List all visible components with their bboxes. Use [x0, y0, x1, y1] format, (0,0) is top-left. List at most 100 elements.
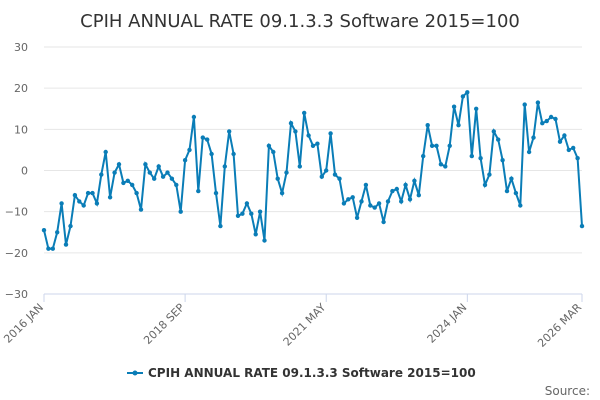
data-point[interactable]	[562, 133, 567, 138]
data-point[interactable]	[209, 151, 214, 157]
data-point[interactable]	[218, 223, 223, 229]
data-point[interactable]	[182, 158, 188, 163]
data-point[interactable]	[403, 182, 408, 188]
data-point[interactable]	[103, 149, 108, 155]
data-point[interactable]	[526, 149, 532, 155]
data-point[interactable]	[222, 164, 227, 169]
data-point[interactable]	[85, 190, 91, 196]
data-point[interactable]	[112, 170, 117, 175]
data-point[interactable]	[59, 201, 64, 206]
data-point[interactable]	[257, 209, 263, 214]
data-point[interactable]	[571, 145, 576, 151]
data-point[interactable]	[90, 190, 95, 196]
data-point[interactable]	[372, 205, 377, 210]
data-point[interactable]	[249, 211, 254, 216]
data-point[interactable]	[253, 232, 258, 237]
data-point[interactable]	[451, 104, 457, 109]
data-point[interactable]	[266, 143, 272, 148]
data-point[interactable]	[235, 213, 241, 218]
data-point[interactable]	[548, 114, 554, 120]
data-point[interactable]	[478, 156, 483, 161]
data-point[interactable]	[416, 193, 421, 198]
data-point[interactable]	[531, 135, 536, 140]
data-point[interactable]	[315, 141, 320, 146]
data-point[interactable]	[240, 211, 245, 216]
legend-item[interactable]: CPIH ANNUAL RATE 09.1.3.3 Software 2015=…	[127, 366, 476, 380]
data-point[interactable]	[509, 176, 514, 181]
data-point[interactable]	[385, 199, 391, 204]
data-point[interactable]	[491, 129, 496, 134]
data-point[interactable]	[130, 182, 135, 188]
data-point[interactable]	[107, 195, 113, 200]
data-point[interactable]	[174, 182, 179, 188]
data-point[interactable]	[474, 106, 479, 112]
data-point[interactable]	[421, 153, 426, 159]
data-point[interactable]	[500, 158, 505, 163]
data-point[interactable]	[504, 188, 510, 194]
data-point[interactable]	[147, 170, 152, 175]
data-point[interactable]	[94, 201, 100, 206]
data-point[interactable]	[284, 170, 289, 175]
data-point[interactable]	[134, 190, 139, 196]
data-point[interactable]	[244, 201, 250, 206]
data-point[interactable]	[332, 172, 338, 177]
data-point[interactable]	[160, 174, 166, 179]
data-point[interactable]	[443, 164, 448, 169]
data-point[interactable]	[394, 186, 399, 192]
data-point[interactable]	[231, 151, 236, 157]
data-point[interactable]	[196, 188, 201, 194]
data-point[interactable]	[429, 143, 435, 148]
data-point[interactable]	[346, 197, 351, 202]
data-point[interactable]	[425, 123, 430, 128]
data-point[interactable]	[293, 129, 298, 134]
data-point[interactable]	[412, 178, 417, 183]
data-point[interactable]	[77, 199, 82, 204]
data-point[interactable]	[81, 203, 86, 208]
data-point[interactable]	[328, 131, 333, 136]
data-point[interactable]	[438, 162, 444, 167]
data-point[interactable]	[46, 246, 51, 251]
data-point[interactable]	[354, 215, 360, 220]
data-point[interactable]	[407, 197, 413, 202]
data-point[interactable]	[465, 90, 470, 95]
data-point[interactable]	[359, 199, 364, 204]
data-point[interactable]	[169, 176, 175, 181]
data-point[interactable]	[271, 149, 276, 155]
data-point[interactable]	[579, 223, 585, 229]
data-point[interactable]	[553, 116, 558, 122]
data-point[interactable]	[566, 147, 571, 153]
data-point[interactable]	[50, 246, 55, 251]
data-point[interactable]	[143, 162, 148, 167]
data-point[interactable]	[191, 114, 197, 120]
data-point[interactable]	[381, 219, 386, 225]
data-point[interactable]	[121, 180, 126, 186]
data-point[interactable]	[138, 207, 144, 212]
data-point[interactable]	[350, 195, 355, 200]
data-point[interactable]	[152, 176, 157, 181]
data-point[interactable]	[125, 178, 130, 183]
data-point[interactable]	[178, 209, 183, 214]
data-point[interactable]	[390, 188, 395, 194]
data-point[interactable]	[513, 190, 519, 196]
data-point[interactable]	[41, 228, 47, 233]
data-point[interactable]	[522, 102, 527, 107]
data-point[interactable]	[363, 182, 369, 188]
data-point[interactable]	[469, 153, 474, 159]
data-point[interactable]	[376, 201, 382, 206]
data-point[interactable]	[68, 223, 73, 229]
data-point[interactable]	[434, 143, 439, 148]
data-point[interactable]	[460, 94, 466, 99]
data-point[interactable]	[55, 230, 60, 235]
data-point[interactable]	[399, 199, 404, 204]
data-point[interactable]	[187, 147, 192, 153]
data-point[interactable]	[496, 137, 501, 142]
data-point[interactable]	[557, 139, 563, 144]
data-point[interactable]	[262, 238, 267, 243]
data-point[interactable]	[337, 176, 342, 181]
data-point[interactable]	[279, 190, 285, 196]
data-point[interactable]	[213, 190, 219, 196]
data-point[interactable]	[156, 164, 161, 169]
data-point[interactable]	[518, 203, 523, 208]
data-point[interactable]	[368, 203, 373, 208]
data-point[interactable]	[319, 174, 324, 179]
